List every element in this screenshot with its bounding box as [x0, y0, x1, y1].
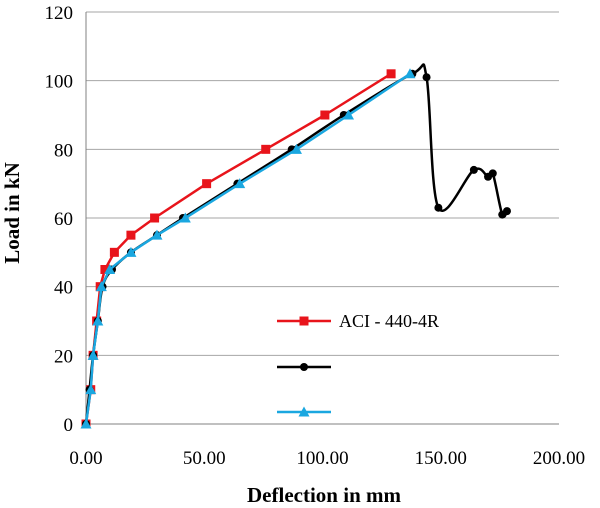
y-tick-label: 80 — [54, 140, 73, 161]
series-line — [84, 63, 509, 425]
data-point — [85, 384, 97, 395]
data-point — [343, 109, 355, 120]
data-point — [434, 203, 443, 212]
series-line — [84, 72, 411, 425]
legend: ACI - 440-4R — [277, 311, 439, 417]
x-tick-label: 150.00 — [415, 448, 467, 469]
series-2 — [82, 63, 511, 428]
legend-label: ACI - 440-4R — [339, 311, 439, 331]
axes — [85, 12, 559, 425]
y-tick-label: 20 — [54, 346, 73, 367]
data-point — [92, 315, 104, 326]
data-point — [502, 207, 511, 216]
data-point — [422, 73, 431, 82]
x-tick-label: 200.00 — [533, 448, 585, 469]
x-tick-label: 100.00 — [296, 448, 348, 469]
series-1 — [81, 69, 396, 429]
data-point — [125, 246, 137, 257]
y-tick-label: 40 — [54, 278, 73, 299]
data-point — [87, 349, 99, 360]
data-point — [150, 213, 160, 223]
data-point — [386, 69, 396, 79]
data-point — [290, 143, 302, 154]
y-tick-label: 60 — [54, 209, 73, 230]
data-point — [109, 247, 119, 257]
data-point — [80, 418, 92, 429]
gridlines — [86, 11, 559, 356]
data-point — [202, 179, 212, 189]
series-layer — [80, 63, 511, 429]
data-point — [95, 281, 107, 292]
data-point — [404, 68, 416, 79]
y-tick-label: 0 — [64, 415, 74, 436]
data-point — [488, 169, 497, 178]
data-point — [104, 264, 116, 274]
legend-marker — [300, 363, 308, 371]
y-tick-label: 120 — [45, 3, 74, 24]
x-axis-title: Deflection in mm — [247, 483, 401, 507]
data-point — [261, 144, 271, 154]
legend-marker — [298, 406, 310, 417]
y-tick-label: 100 — [45, 72, 74, 93]
data-point — [126, 230, 136, 240]
x-tick-label: 0.00 — [69, 448, 102, 469]
data-point — [179, 212, 191, 223]
tick-labels: 0 20 40 60 80 100 120 0.00 50.00 100.00 150.00 200.… — [45, 3, 586, 469]
y-axis-title: Load in kN — [0, 162, 24, 264]
data-point — [100, 265, 110, 274]
data-point — [320, 110, 330, 120]
data-point — [469, 165, 478, 174]
x-tick-label: 50.00 — [183, 448, 226, 469]
data-point — [151, 229, 163, 240]
series-3 — [80, 68, 416, 429]
data-point — [234, 178, 246, 189]
legend-marker — [299, 316, 309, 326]
